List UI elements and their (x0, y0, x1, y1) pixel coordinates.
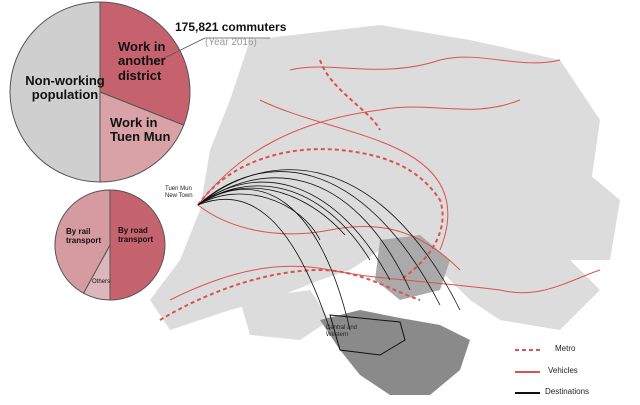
pie-slice (99, 91, 185, 183)
pie-label: By rail transport (66, 227, 102, 245)
pie-slice (109, 189, 166, 301)
annotation-title: 175,821 commuters (175, 20, 287, 34)
map-label: Tuen Mun New Town (165, 186, 193, 199)
pie-label: Non-working population (25, 73, 105, 103)
vehicle-routes (169, 56, 601, 301)
pie-slice (99, 1, 191, 126)
pie-slice (54, 189, 111, 294)
pie-label: Work in Tuen Mun (110, 115, 171, 145)
pie-label: Work in another district (118, 39, 166, 83)
pie-label: By road transport (118, 226, 154, 244)
legend-label: Vehicles (548, 366, 578, 375)
metro-routes (159, 59, 444, 321)
legend-label: Metro (555, 344, 576, 353)
legend-label: Destinations (545, 387, 590, 396)
map-label: Central and Western (326, 325, 358, 338)
commute-arcs (197, 169, 461, 331)
destination-outline (329, 314, 406, 356)
callout-line (149, 37, 206, 66)
pie-label: Others (92, 279, 111, 285)
hong-kong-island (320, 235, 470, 395)
annotation-subtitle: (Year 2016) (205, 37, 257, 48)
pie-slice (9, 1, 101, 183)
